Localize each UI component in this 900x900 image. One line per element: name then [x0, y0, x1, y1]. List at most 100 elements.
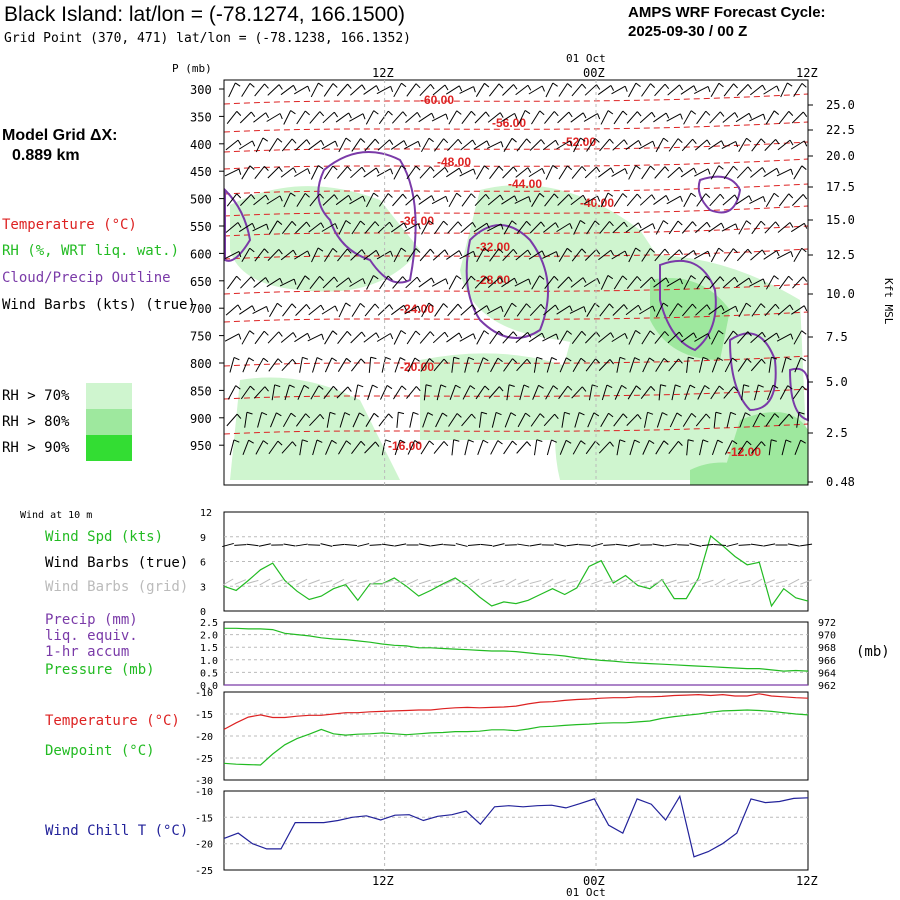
wind-barb-shaft	[293, 85, 309, 95]
wind-barb	[242, 357, 255, 373]
wind-barb-flag	[495, 411, 502, 416]
surface-wind-barb-true	[591, 542, 603, 548]
wind-barb-shaft	[337, 331, 348, 344]
wind-barb-shaft	[310, 82, 319, 98]
wind-barb-shaft	[434, 303, 444, 317]
surface-wind-barb-shaft	[652, 543, 665, 547]
wind-barb-flag	[650, 386, 656, 391]
wind-barb-shaft	[476, 330, 485, 345]
wind-barb-flag	[609, 303, 614, 309]
wind-barb	[793, 165, 807, 180]
wind-barb	[501, 277, 518, 288]
wind-barb-flag	[250, 194, 256, 200]
wind-barb-flag	[634, 357, 641, 361]
wind-barb-shaft	[780, 82, 788, 98]
wind-barb	[684, 384, 696, 401]
wind-barb-shaft	[350, 249, 363, 261]
wind-barb	[572, 357, 586, 373]
wind-barb-flag	[429, 331, 435, 337]
kft-axis-label: Kft MSL	[882, 278, 895, 325]
wind-barb-flag	[292, 332, 297, 338]
wind-barb	[722, 112, 739, 123]
wind-barb-shaft	[364, 303, 376, 317]
wind-barb-flag	[772, 384, 779, 389]
wind-barb	[713, 411, 722, 428]
wind-barb-shaft	[529, 221, 542, 234]
wind-barb-flag	[402, 276, 407, 282]
wind-barb-flag	[266, 223, 269, 230]
wind-barb	[543, 413, 559, 427]
wind-barb	[776, 168, 794, 177]
wind-barb-flag	[635, 165, 641, 170]
wind-barb	[351, 440, 366, 455]
wind-barb-shaft	[791, 111, 804, 124]
wind-barb-flag	[334, 223, 338, 230]
wind-barb-shaft	[376, 333, 391, 342]
wind-barb	[477, 357, 489, 373]
wind-barb-flag	[430, 166, 435, 172]
wind-barb-shaft	[528, 332, 543, 343]
wind-barb-flag	[788, 275, 794, 281]
temp-contour-label: -56.00	[492, 116, 526, 130]
wind-barb	[736, 166, 752, 179]
surface-wind-barb-grid	[554, 579, 566, 585]
surface-wind-barb-grid-shaft	[320, 580, 333, 584]
wind-barb-shaft	[281, 221, 293, 234]
wind-barb-shaft	[793, 247, 803, 263]
wind-barb-flag	[580, 357, 586, 363]
wind-barb-shaft	[668, 441, 679, 454]
wind-barb-shaft	[569, 306, 585, 314]
wind-barb-shaft	[448, 110, 458, 125]
wind-barb-shaft	[558, 248, 568, 262]
wind-barb-flag	[429, 358, 435, 363]
wind-barb-flag	[552, 82, 558, 87]
wind-barb	[448, 413, 462, 427]
wind-barb-flag	[619, 356, 626, 360]
wind-barb-shaft	[338, 137, 347, 153]
wind-barb-flag	[444, 84, 449, 91]
surface-wind-barb-grid	[505, 578, 517, 586]
wind-barb	[390, 222, 408, 233]
wind-barb-flag	[651, 194, 656, 200]
wind-barb-shaft	[447, 221, 459, 234]
wind-barb	[587, 412, 600, 428]
wind-barb	[380, 385, 393, 400]
wind-barb-shaft	[404, 305, 419, 315]
wind-barb-flag	[566, 330, 572, 335]
wind-barb-shaft	[404, 140, 419, 150]
wind-barb-shaft	[584, 166, 597, 179]
wind-barb-flag	[677, 220, 683, 226]
wind-barb-flag	[415, 165, 421, 171]
wind-barb-shaft	[616, 357, 621, 373]
rh-swatch-90	[86, 435, 132, 461]
surface-wind-barb-grid	[652, 579, 665, 585]
wind-barb-shaft	[229, 439, 235, 456]
wind-barb	[710, 82, 724, 98]
rh-legend-70: RH > 70%	[2, 383, 132, 409]
wind-barb-flag	[372, 384, 378, 389]
wind-barb-flag	[249, 247, 255, 253]
wind-barb	[381, 356, 392, 373]
wind-barb-flag	[401, 82, 407, 88]
wind-barb-flag	[715, 411, 722, 415]
wind-barb	[686, 439, 694, 456]
wind-barb	[736, 84, 752, 96]
wind-barb-flag	[403, 305, 408, 311]
wind-barb-shaft	[625, 140, 639, 150]
wind-barb-flag	[664, 248, 670, 254]
wind-barb-shaft	[326, 412, 331, 428]
wind-barb	[598, 332, 615, 343]
surface-wind-barb-grid	[751, 578, 763, 586]
wind-barb-shaft	[390, 140, 405, 150]
wind-barb-shaft	[339, 412, 346, 428]
wind-barb-shaft	[504, 412, 512, 428]
wind-barb	[750, 167, 766, 178]
wind-barb-flag	[455, 384, 461, 389]
wind-barb-flag	[329, 411, 336, 415]
wind-barb-flag	[578, 412, 585, 416]
wind-barb	[488, 83, 504, 97]
wind-barb-flag	[236, 275, 242, 281]
wind-barb-shaft	[781, 439, 787, 456]
wind-barb-shaft	[585, 358, 596, 372]
wind-barb-flag	[484, 165, 490, 170]
